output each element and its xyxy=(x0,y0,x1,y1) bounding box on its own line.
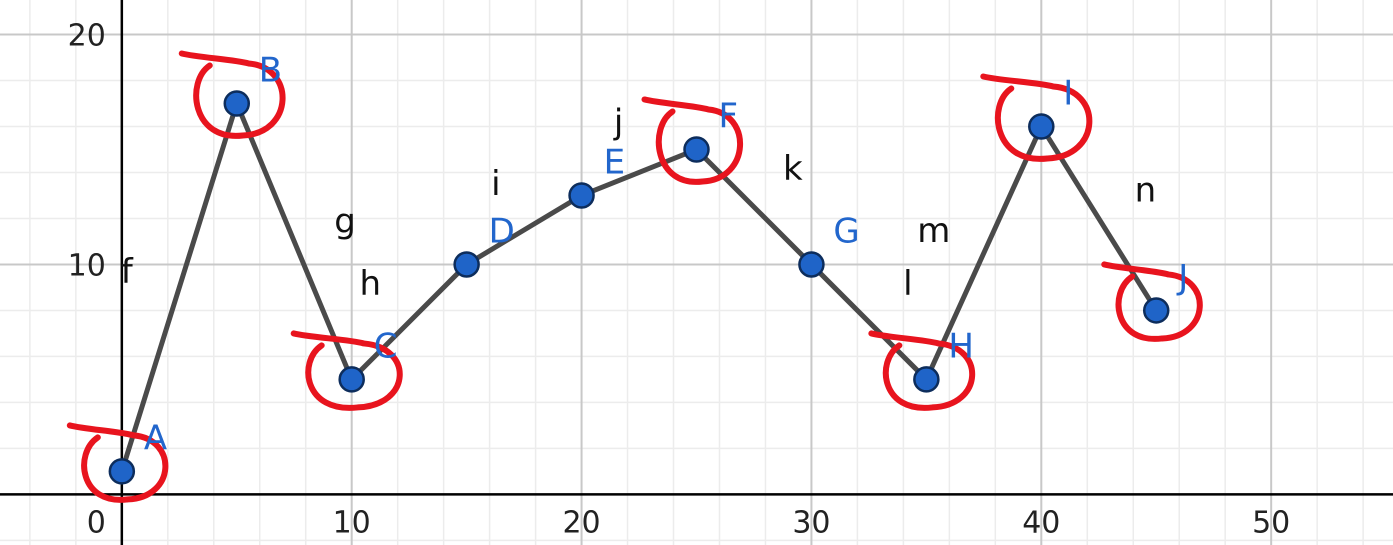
point-label-J: J xyxy=(1176,257,1188,297)
point-labels: A B C D E F G H I J xyxy=(144,50,1188,458)
x-tick-label: 40 xyxy=(1022,505,1060,540)
x-tick-label: 50 xyxy=(1252,505,1290,540)
point-B xyxy=(223,90,251,117)
point-D xyxy=(453,251,480,278)
segment-i xyxy=(464,192,585,267)
segment-label-h: h xyxy=(359,264,381,304)
point-F xyxy=(683,136,710,163)
tick-labels: 0 10 20 30 40 50 10 20 xyxy=(68,18,1291,540)
point-A xyxy=(108,458,136,485)
segment-l xyxy=(808,261,929,382)
point-J xyxy=(1142,297,1170,324)
point-E xyxy=(568,182,595,209)
segment-labels: f gh i j k lm n xyxy=(121,102,1156,304)
x-tick-label: 20 xyxy=(562,505,600,540)
point-label-H: H xyxy=(948,326,974,366)
point-label-I: I xyxy=(1063,73,1073,113)
segment-k xyxy=(694,146,814,267)
segment-label-j: j xyxy=(613,102,623,142)
annotation-circle-J xyxy=(1101,261,1203,342)
segment-label-i: i xyxy=(491,164,500,204)
annotation-circle-A xyxy=(66,422,169,503)
point-label-E: E xyxy=(604,142,625,182)
point-label-B: B xyxy=(259,50,282,90)
segment-label-f: f xyxy=(121,252,134,292)
segment-label-n: n xyxy=(1135,170,1157,210)
segment-h xyxy=(349,261,470,382)
annotation-circle-B xyxy=(178,50,286,139)
y-tick-label: 10 xyxy=(68,248,106,283)
segment-label-m: m xyxy=(917,211,950,251)
segment-label-g: g xyxy=(334,201,356,241)
segment-label-l: l xyxy=(903,264,912,304)
data-points xyxy=(108,90,1170,485)
point-label-A: A xyxy=(144,418,167,458)
annotation-circle-F xyxy=(641,96,744,185)
segment-m xyxy=(923,123,1044,382)
y-tick-label: 20 xyxy=(68,18,106,53)
segment-f xyxy=(119,100,240,474)
point-label-D: D xyxy=(489,211,515,251)
red-circle-annotations xyxy=(66,50,1203,503)
segment-g xyxy=(234,100,355,382)
point-label-F: F xyxy=(719,96,739,136)
series-polyline xyxy=(119,100,1159,474)
point-H xyxy=(913,366,940,393)
segment-label-k: k xyxy=(783,149,803,189)
x-tick-label: 30 xyxy=(792,505,830,540)
x-tick-label: 10 xyxy=(333,505,371,540)
point-G xyxy=(798,251,825,278)
annotation-circle-C xyxy=(290,330,403,411)
x-tick-label: 0 xyxy=(87,505,106,540)
point-label-G: G xyxy=(833,211,859,251)
annotation-circle-H xyxy=(868,330,976,411)
point-C xyxy=(338,366,365,393)
annotation-circle-I xyxy=(980,73,1093,162)
point-I xyxy=(1028,113,1055,140)
point-label-C: C xyxy=(374,326,398,366)
segment-j xyxy=(579,146,699,198)
